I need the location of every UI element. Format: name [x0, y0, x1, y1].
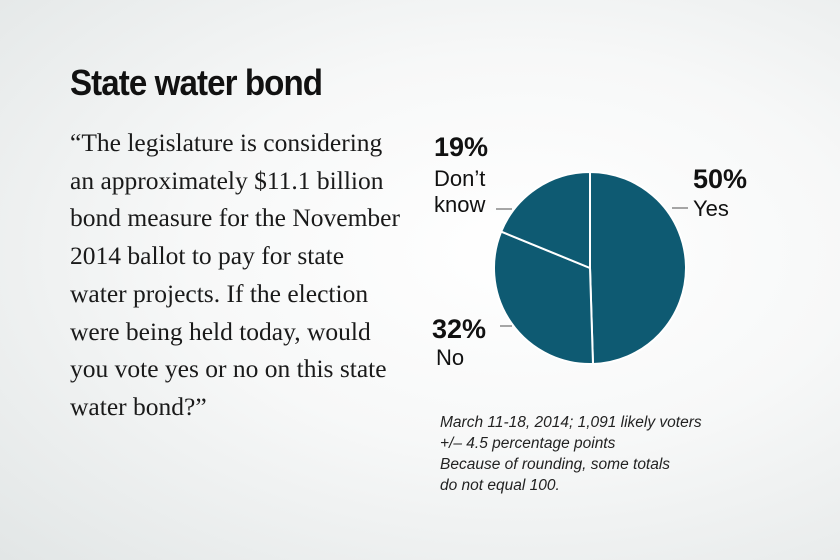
survey-question: “The legislature is considering an appro… — [70, 128, 400, 421]
note-line: do not equal 100. — [440, 477, 560, 494]
slice-name-label: No — [436, 345, 464, 370]
chart-title: State water bond — [70, 62, 323, 103]
pie-slice-no — [493, 230, 595, 365]
pie-slice-yes — [589, 170, 687, 365]
pie-slice-don-t-know — [499, 170, 591, 270]
slice-value-label: 19% — [434, 132, 488, 162]
slice-value-label: 32% — [432, 314, 486, 344]
slice-value-label: 50% — [693, 164, 747, 194]
slice-name-label: Yes — [693, 196, 729, 221]
note-line: Because of rounding, some totals — [440, 456, 671, 473]
slice-name-label: Don’t — [434, 166, 485, 191]
slice-name-label: know — [434, 192, 485, 217]
note-line: +/– 4.5 percentage points — [440, 435, 616, 452]
survey-notes: March 11-18, 2014; 1,091 likely voters +… — [440, 412, 702, 496]
note-line: March 11-18, 2014; 1,091 likely voters — [440, 414, 702, 431]
